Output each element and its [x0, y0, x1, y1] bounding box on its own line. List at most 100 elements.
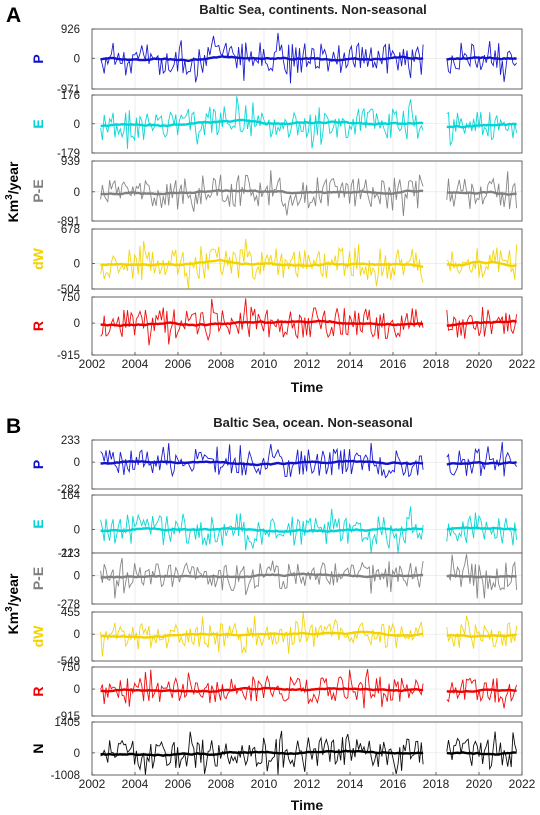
subplot-p: 233 0 -282 P [30, 435, 523, 496]
series-line-e [100, 96, 424, 149]
y-tick-label: -1008 [51, 770, 80, 782]
axes-frame [91, 666, 523, 717]
figure-panel-a: A Baltic Sea, continents. Non-seasonal Km3… [4, 2, 536, 395]
y-tick-label: -179 [57, 148, 80, 160]
x-tick-label: 2016 [380, 357, 407, 371]
x-tick-label: 2014 [337, 357, 364, 371]
trend-line-dw [100, 258, 424, 268]
x-tick-label: 2010 [251, 357, 278, 371]
trend-line-dw [446, 633, 517, 638]
trend-line-r [446, 319, 517, 327]
x-tick-label: 2002 [79, 357, 106, 371]
trend-line-p-e [446, 574, 517, 579]
y-tick-label: -504 [57, 284, 81, 296]
series-line-dw [446, 244, 518, 280]
y-tick-label: 223 [61, 548, 80, 560]
x-tick-label: 2020 [466, 777, 493, 791]
trend-line-p [446, 56, 517, 61]
y-tick-label: -549 [57, 656, 80, 668]
y-tick-label: -282 [57, 484, 80, 496]
x-tick-label: 2004 [122, 357, 149, 371]
x-tick-label: 2022 [509, 357, 536, 371]
series-label-n: N [30, 743, 46, 753]
series-line-r [100, 669, 424, 709]
axes-frame [91, 28, 523, 90]
y-tick-label: 750 [61, 662, 80, 674]
y-tick-label: 0 [74, 748, 80, 760]
series-line-p-e [100, 170, 424, 217]
series-label-dw: dW [30, 247, 46, 270]
trend-line-p [100, 55, 424, 63]
y-tick-label: -915 [57, 350, 80, 362]
series-line-e [446, 512, 518, 546]
y-tick-label: 750 [61, 292, 80, 304]
y-tick-label: 1405 [54, 717, 80, 729]
y-tick-label: 164 [61, 490, 81, 502]
series-label-p-e: P-E [30, 179, 46, 202]
subplot-r: 750 0 -915 R [30, 292, 523, 362]
subplot-dw: 678 0 -504 dW [30, 224, 523, 296]
series-line-dw [446, 615, 518, 649]
subplot-dw: 455 0 -549 dW [30, 607, 523, 668]
subplot-n: 1405 0 -1008 N [30, 717, 523, 782]
series-label-e: E [30, 119, 46, 128]
x-tick-label: 2014 [337, 777, 364, 791]
series-line-n [100, 730, 424, 775]
y-tick-label: -915 [57, 711, 80, 723]
y-tick-label: 0 [74, 684, 80, 696]
subplot-e: 164 0 -113 E [30, 490, 523, 560]
y-axis-label-base: Km [5, 612, 21, 635]
x-tick-label: 2016 [380, 777, 407, 791]
panel-label: B [6, 415, 21, 438]
series-line-p [446, 40, 517, 82]
series-label-dw: dW [30, 625, 46, 648]
x-tick-label: 2022 [509, 777, 536, 791]
y-tick-label: 176 [61, 90, 80, 102]
axes-frame [91, 611, 523, 662]
series-line-r [100, 298, 424, 346]
y-tick-label: 0 [74, 524, 80, 536]
y-tick-label: 0 [74, 187, 80, 199]
series-line-dw [100, 612, 424, 657]
y-tick-label: 0 [74, 258, 80, 270]
trend-line-n [100, 749, 424, 757]
trend-line-r [446, 688, 517, 694]
series-label-r: R [30, 321, 46, 331]
trend-line-r [100, 686, 424, 694]
y-tick-label: 0 [74, 457, 80, 469]
y-axis-label: Km3/year [4, 161, 21, 222]
y-axis-label-base: Km [5, 200, 21, 223]
trend-line-e [446, 526, 517, 531]
x-tick-label: 2004 [122, 777, 149, 791]
y-axis-label-rest: /year [5, 573, 21, 606]
subplot-p: 926 0 -971 P [30, 24, 523, 96]
series-line-r [446, 306, 518, 339]
x-tick-label: 2010 [251, 777, 278, 791]
x-tick-label: 2012 [294, 777, 321, 791]
y-axis-label-sup: 3 [4, 194, 15, 200]
series-line-r [446, 677, 518, 709]
subplot-r: 750 0 -915 R [30, 662, 523, 723]
subplot-p-e: 939 0 -891 P-E [30, 156, 523, 228]
series-line-dw [100, 238, 424, 289]
y-tick-label: 0 [74, 571, 80, 583]
trend-line-dw [446, 260, 517, 268]
figure-panel-b: B Baltic Sea, ocean. Non-seasonal Km3/year… [4, 415, 536, 813]
panel-label: A [6, 4, 21, 27]
y-axis-label-sup: 3 [4, 606, 15, 612]
chart-title: Baltic Sea, continents. Non-seasonal [199, 2, 427, 17]
y-tick-label: 939 [61, 156, 80, 168]
trend-line-p [100, 459, 424, 467]
trend-line-e [100, 526, 424, 533]
y-tick-label: -891 [57, 216, 80, 228]
x-tick-label: 2008 [208, 777, 235, 791]
series-line-p [446, 442, 517, 477]
axes-frame [91, 552, 523, 605]
y-tick-label: 0 [74, 629, 80, 641]
series-label-e: E [30, 519, 46, 528]
x-tick-label: 2018 [423, 357, 450, 371]
x-tick-label: 2002 [79, 777, 106, 791]
x-tick-label: 2018 [423, 777, 450, 791]
y-tick-label: -971 [57, 84, 80, 96]
